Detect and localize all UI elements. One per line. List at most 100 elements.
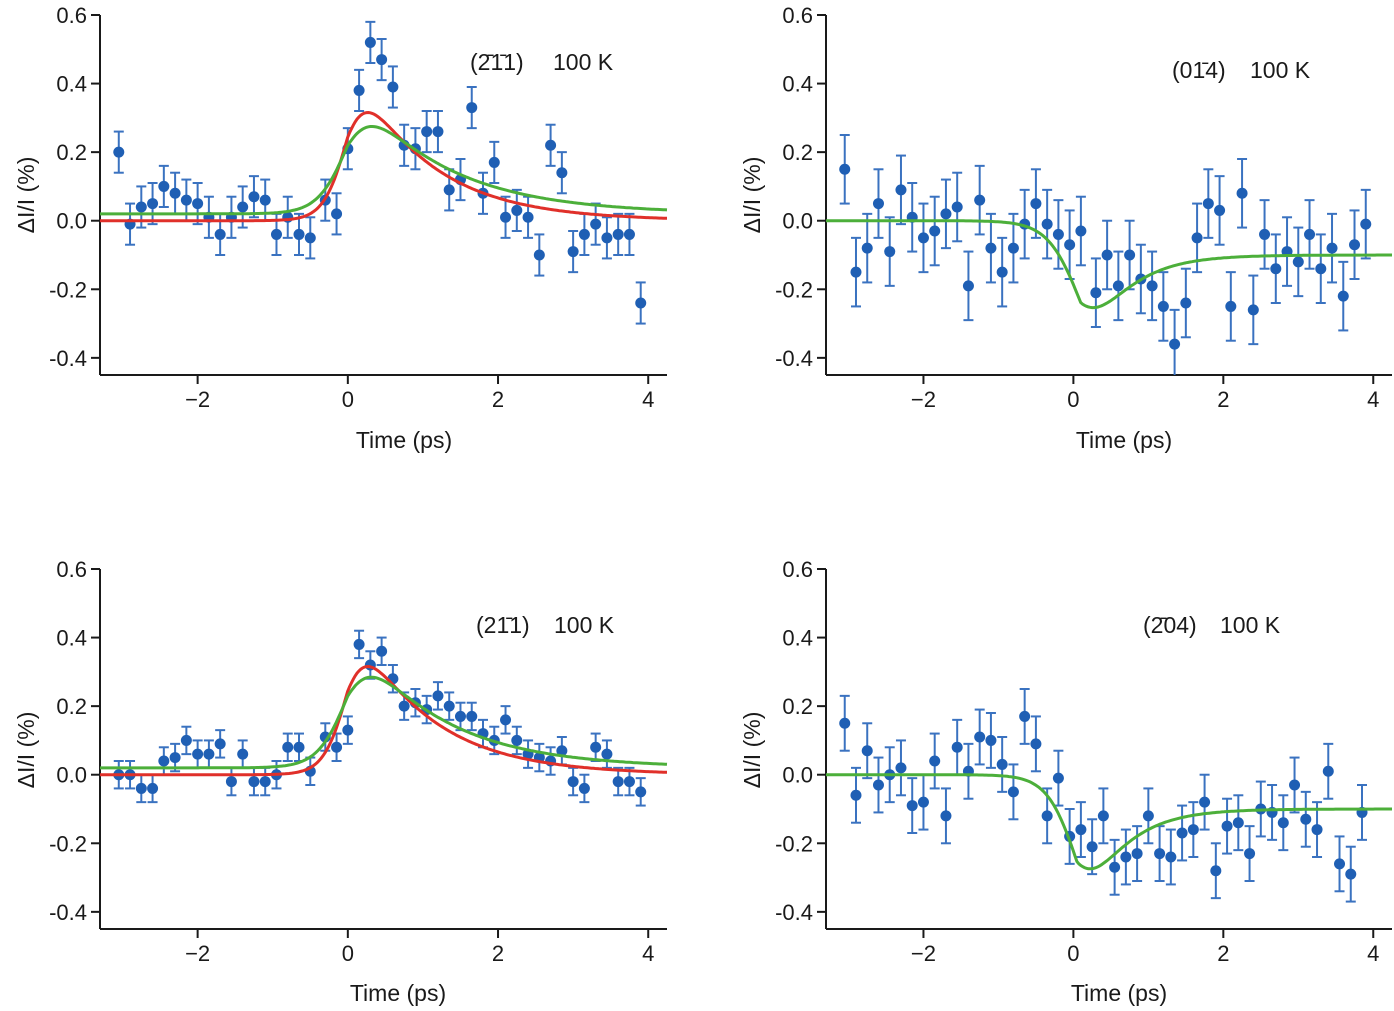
data-point <box>1030 738 1042 750</box>
data-point <box>601 232 613 244</box>
data-point <box>1180 297 1192 309</box>
data-point <box>1169 338 1181 350</box>
y-tick-label: 0.6 <box>56 3 87 28</box>
data-point <box>1109 861 1121 873</box>
data-point <box>635 297 647 309</box>
data-point <box>1064 239 1076 251</box>
y-tick-label: 0.2 <box>782 140 813 165</box>
data-point <box>850 789 862 801</box>
data-point <box>270 228 282 240</box>
data-point <box>895 184 907 196</box>
data-point <box>1322 765 1334 777</box>
data-point <box>951 201 963 213</box>
y-tick-label: 0.0 <box>782 209 813 234</box>
data-point <box>1030 198 1042 210</box>
data-point <box>353 84 365 96</box>
x-tick-label: −2 <box>911 387 936 412</box>
y-tick-label: 0.4 <box>56 72 87 97</box>
data-point <box>522 211 534 223</box>
data-point <box>225 776 237 788</box>
data-point <box>169 752 181 764</box>
data-point <box>985 242 997 254</box>
data-point <box>590 741 602 753</box>
y-tick-label: 0.4 <box>782 626 813 651</box>
data-point <box>466 710 478 722</box>
data-point <box>635 786 647 798</box>
y-tick-label: 0.0 <box>782 763 813 788</box>
data-point <box>500 714 512 726</box>
y-axis-label: ΔI/I (%) <box>739 157 765 234</box>
plot-area <box>826 134 1392 375</box>
y-tick-label: -0.4 <box>49 900 87 925</box>
x-tick-label: 4 <box>642 941 654 966</box>
data-point <box>567 776 579 788</box>
y-tick-label: 0.4 <box>56 626 87 651</box>
data-point <box>1225 300 1237 312</box>
data-point <box>1202 198 1214 210</box>
data-point <box>1019 710 1031 722</box>
x-tick-label: 2 <box>492 387 504 412</box>
data-point <box>364 36 376 48</box>
data-point <box>353 638 365 650</box>
data-point <box>590 218 602 230</box>
y-tick-label: 0.6 <box>782 557 813 582</box>
panel-annotation-hkl: (21̄1) <box>476 612 530 638</box>
data-point <box>1337 290 1349 302</box>
data-point <box>1334 858 1346 870</box>
data-point <box>1124 249 1136 261</box>
data-point <box>1345 868 1357 880</box>
data-point <box>601 748 613 760</box>
data-point <box>1041 218 1053 230</box>
data-point <box>1052 772 1064 784</box>
panel-bottom-right: (2̄04) 100 K Time (ps) ΔI/I (%) −2 0 2 4 -0.… <box>739 557 1392 1006</box>
data-point <box>1131 848 1143 860</box>
panel-annotation-hkl: (01̄4) <box>1172 57 1226 83</box>
data-point <box>1199 796 1211 808</box>
data-point <box>1075 824 1087 836</box>
data-point <box>248 191 260 203</box>
data-point <box>895 762 907 774</box>
data-point <box>861 242 873 254</box>
data-point <box>996 266 1008 278</box>
data-point <box>203 748 215 760</box>
x-tick-label: −2 <box>185 387 210 412</box>
data-point <box>387 81 399 93</box>
y-tick-label: 0.2 <box>56 140 87 165</box>
data-point <box>147 782 159 794</box>
data-point <box>1146 280 1158 292</box>
data-point <box>1277 817 1289 829</box>
panel-annotation-temperature: 100 K <box>1250 57 1311 83</box>
panel-bottom-left: (21̄1) 100 K Time (ps) ΔI/I (%) −2 0 2 4 -0.… <box>13 557 668 1006</box>
y-tick-label: 0.0 <box>56 209 87 234</box>
data-point <box>906 800 918 812</box>
x-tick-label: 2 <box>1217 387 1229 412</box>
y-tick-label: -0.2 <box>775 277 813 302</box>
data-point <box>293 741 305 753</box>
data-point <box>1221 820 1233 832</box>
plot-area <box>100 20 668 325</box>
x-axis-label: Time (ps) <box>1071 980 1167 1006</box>
data-point <box>1214 204 1226 216</box>
data-point <box>929 755 941 767</box>
y-axis-label: ΔI/I (%) <box>13 712 39 789</box>
data-point <box>556 745 568 757</box>
data-point <box>974 194 986 206</box>
data-point <box>567 246 579 258</box>
data-point <box>443 700 455 712</box>
data-point <box>293 228 305 240</box>
y-tick-label: -0.2 <box>49 831 87 856</box>
data-point <box>180 194 192 206</box>
data-point <box>985 734 997 746</box>
y-tick-label: 0.2 <box>56 694 87 719</box>
data-point <box>940 208 952 220</box>
data-point <box>1360 218 1372 230</box>
fit-curve-green <box>826 219 1392 310</box>
data-point <box>158 755 170 767</box>
data-point <box>1326 242 1338 254</box>
data-point <box>578 782 590 794</box>
x-tick-label: 4 <box>1367 941 1379 966</box>
data-point <box>1157 300 1169 312</box>
data-point <box>511 734 523 746</box>
data-point <box>1244 848 1256 860</box>
data-point <box>1154 848 1166 860</box>
